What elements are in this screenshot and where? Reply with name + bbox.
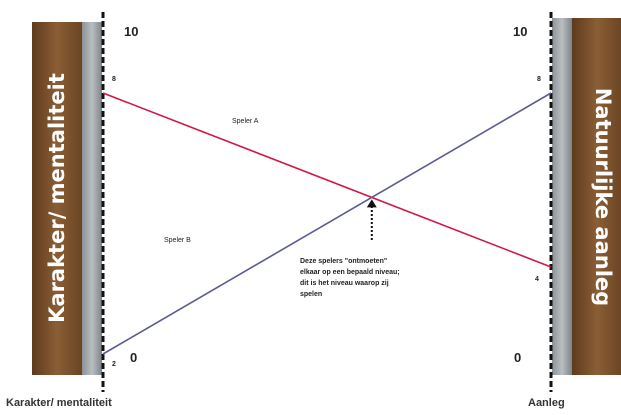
player-a-line [102,92,552,268]
player-a-left-value: 8 [112,76,116,83]
left-bar: Karakter/ mentaliteit [32,22,102,375]
player-b-right-value: 8 [537,76,541,83]
annotation-note: Deze spelers "ontmoeten" elkaar op een b… [300,258,400,298]
right-axis-top-label: 10 [513,24,527,39]
player-a-right-value: 4 [535,276,539,283]
right-axis-bottom-label: 0 [514,350,521,365]
player-b-line [102,92,552,355]
annotation-line-2: elkaar op een bepaald niveau; [300,269,400,276]
left-bar-label: Karakter/ mentaliteit [45,73,69,323]
annotation-line-1: Deze spelers "ontmoeten" [300,258,387,265]
player-b-left-value: 2 [112,361,116,368]
annotation-line-4: spelen [300,291,322,298]
players-layer: Speler A Speler B 8 4 2 8 [102,76,552,368]
player-a-name: Speler A [232,118,259,125]
left-axis-bottom-label: 0 [130,350,137,365]
right-bar-label: Natuurlijke aanleg [591,88,615,306]
left-axis-top-label: 10 [124,24,138,39]
right-bar: Natuurlijke aanleg [552,18,621,375]
footer-right-label: Aanleg [528,397,565,409]
player-b-name: Speler B [164,237,191,244]
annotation-line-3: dit is het niveau waarop zij [300,280,389,287]
footer-left-label: Karakter/ mentaliteit [6,397,112,409]
meeting-arrow [366,199,377,240]
